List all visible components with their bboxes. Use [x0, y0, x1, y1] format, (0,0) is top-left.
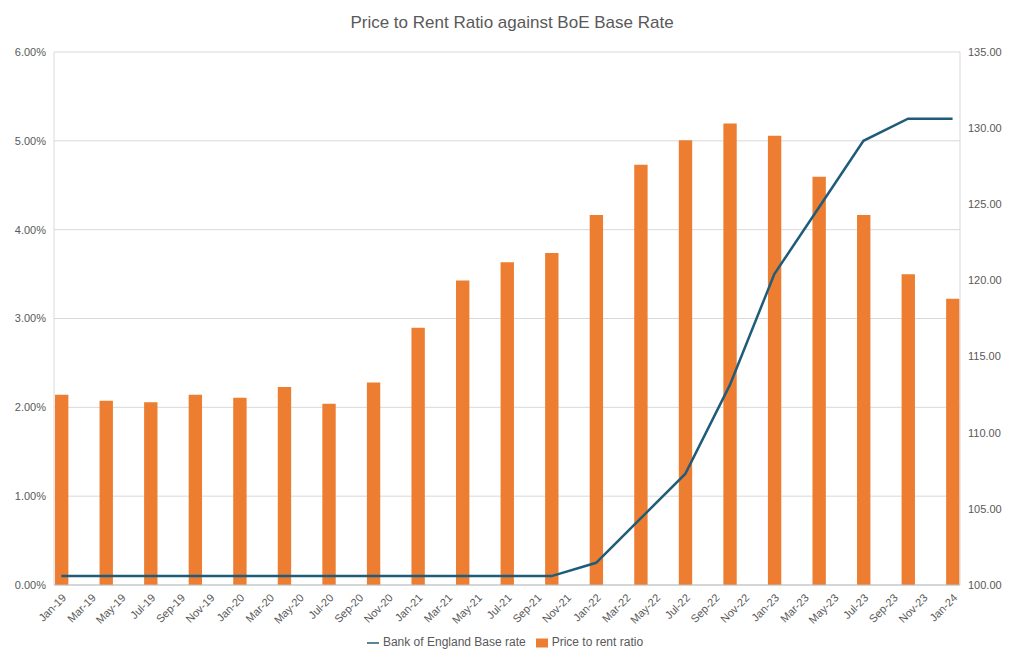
svg-text:Jan-20: Jan-20 [214, 591, 246, 623]
html-text:Bank of England Base rate: Bank of England Base rate [382, 635, 526, 649]
html-text:Price to rent ratio: Price to rent ratio [551, 635, 644, 649]
svg-text:Jan-19: Jan-19 [36, 591, 68, 623]
html-text:Price to Rent Ratio against Bo: Price to Rent Ratio against BoE Base Rat… [350, 13, 674, 32]
svg-text:Nov-22: Nov-22 [718, 591, 752, 625]
svg-text:Mar-20: Mar-20 [243, 591, 276, 624]
svg-text:Sep-21: Sep-21 [510, 591, 544, 625]
svg-text:Sep-23: Sep-23 [867, 591, 901, 625]
svg-text:Jul-22: Jul-22 [662, 591, 693, 622]
svg-text:Jan-24: Jan-24 [927, 591, 959, 623]
svg-text:0.00%: 0.00% [15, 579, 46, 591]
svg-text:Sep-22: Sep-22 [688, 591, 722, 625]
svg-text:3.00%: 3.00% [15, 312, 46, 324]
svg-text:125.00: 125.00 [968, 198, 1002, 210]
svg-text:Mar-22: Mar-22 [600, 591, 633, 624]
svg-text:May-22: May-22 [628, 591, 662, 625]
svg-text:May-20: May-20 [272, 591, 306, 625]
svg-text:100.00: 100.00 [968, 579, 1002, 591]
svg-text:May-23: May-23 [806, 591, 840, 625]
svg-text:Nov-23: Nov-23 [896, 591, 930, 625]
svg-text:120.00: 120.00 [968, 274, 1002, 286]
svg-text:Jul-23: Jul-23 [840, 591, 871, 622]
svg-text:Nov-20: Nov-20 [362, 591, 396, 625]
svg-text:115.00: 115.00 [968, 350, 1001, 362]
svg-text:5.00%: 5.00% [15, 135, 46, 147]
svg-text:Jul-19: Jul-19 [127, 591, 158, 622]
svg-text:Jul-20: Jul-20 [306, 591, 336, 622]
svg-text:6.00%: 6.00% [15, 46, 46, 58]
svg-text:Nov-21: Nov-21 [540, 591, 574, 625]
svg-text:Jan-22: Jan-22 [571, 591, 603, 623]
svg-text:110.00: 110.00 [968, 427, 1001, 439]
svg-text:Sep-19: Sep-19 [154, 591, 188, 625]
svg-text:4.00%: 4.00% [15, 224, 46, 236]
svg-text:2.00%: 2.00% [15, 401, 46, 413]
svg-text:Mar-19: Mar-19 [65, 591, 98, 624]
svg-text:Jan-23: Jan-23 [749, 591, 781, 623]
svg-text:Nov-19: Nov-19 [183, 591, 217, 625]
svg-text:130.00: 130.00 [968, 122, 1002, 134]
svg-text:May-21: May-21 [450, 591, 484, 625]
svg-text:Jan-21: Jan-21 [393, 591, 425, 623]
svg-text:May-19: May-19 [93, 591, 127, 625]
svg-text:Jul-21: Jul-21 [484, 591, 514, 622]
svg-text:135.00: 135.00 [968, 46, 1002, 58]
svg-text:Mar-21: Mar-21 [421, 591, 454, 624]
svg-text:Mar-23: Mar-23 [778, 591, 811, 624]
svg-text:105.00: 105.00 [968, 503, 1002, 515]
svg-text:Sep-20: Sep-20 [332, 591, 366, 625]
svg-text:1.00%: 1.00% [15, 490, 46, 502]
